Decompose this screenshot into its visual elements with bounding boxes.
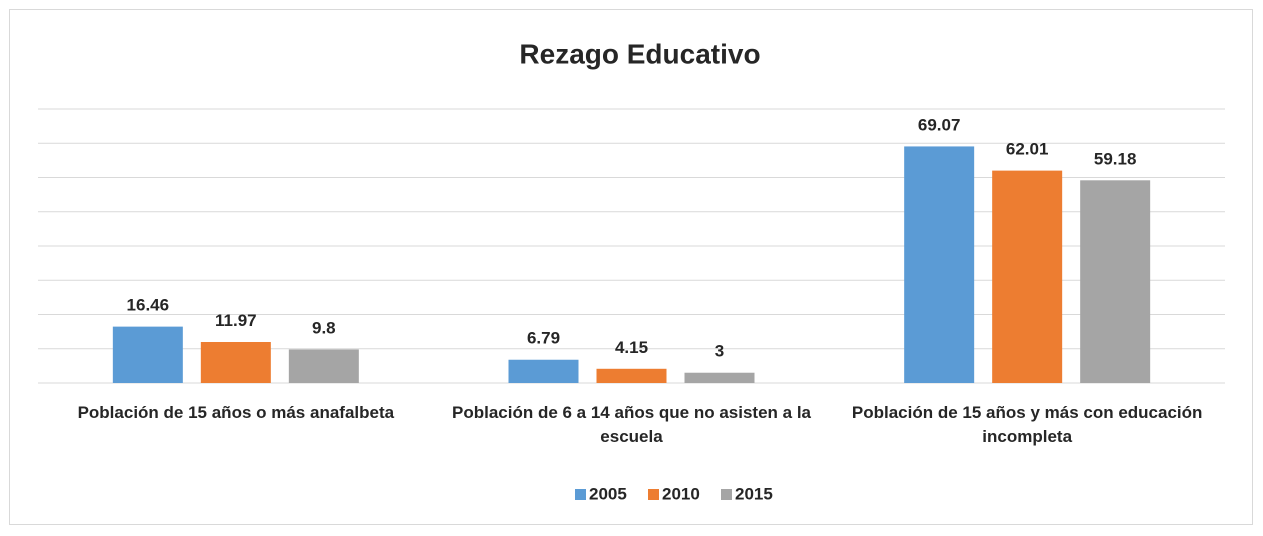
legend-label: 2015 [735,484,773,503]
bar [112,326,183,383]
legend-swatch [721,489,732,500]
data-label: 9.8 [312,318,336,337]
data-label: 4.15 [615,338,648,357]
chart-title: Rezago Educativo [519,38,760,69]
x-tick-label-box: Población de 15 años y más con educación… [851,403,1203,446]
bar [684,372,755,383]
legend-swatch [575,489,586,500]
bar [992,170,1063,383]
legend-swatch [648,489,659,500]
data-label: 16.46 [127,296,170,315]
data-label: 11.97 [215,311,257,330]
data-label: 6.79 [527,329,560,348]
bar [904,146,975,383]
data-label: 3 [715,342,724,361]
legend-label: 2010 [662,484,700,503]
bar [288,349,359,383]
bar [596,368,667,383]
x-tick-label: Población de 15 años o más anafalbeta [77,403,395,422]
bar [508,359,579,383]
x-tick-label: Población de 6 a 14 años que no asisten … [451,403,811,446]
data-label: 69.07 [918,115,961,134]
data-label: 62.01 [1006,140,1049,159]
x-tick-label: Población de 15 años y más con educación… [851,403,1203,446]
bar [1080,180,1151,383]
data-label: 59.18 [1094,149,1137,168]
x-tick-label-box: Población de 6 a 14 años que no asisten … [451,403,811,446]
legend-label: 2005 [589,484,627,503]
x-tick-label-box: Población de 15 años o más anafalbeta [77,403,395,422]
bar [200,342,271,383]
